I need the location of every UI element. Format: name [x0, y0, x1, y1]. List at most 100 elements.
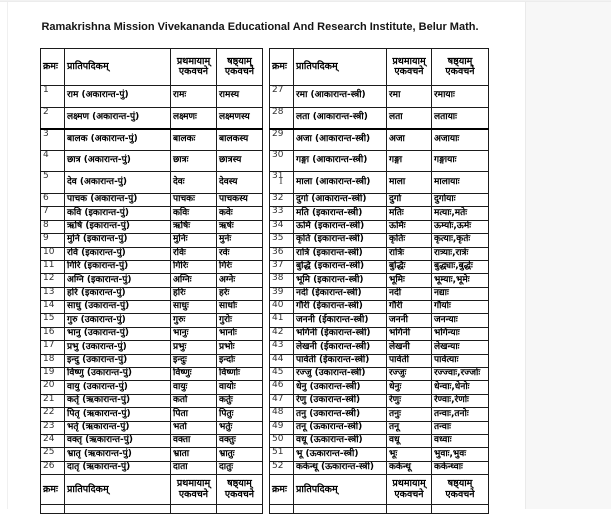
- cell-pratipadikam: रेणु (उकारान्त-स्त्री): [293, 393, 387, 409]
- table-row: 12 अग्नि (इकारान्त-पुं) अग्निः अग्नेः: [40, 273, 263, 288]
- cell-kram: 46: [269, 380, 294, 395]
- header-prathama: प्रथमायाम् एकवचने: [170, 48, 217, 86]
- cell-prathama: दाता: [170, 460, 217, 476]
- cell-pratipadikam: देव (अकारान्त-पुं): [64, 171, 171, 194]
- cell-prathama: ऋषिः: [170, 219, 217, 235]
- table-row: 25 भ्रातृ (ऋकारान्त-पुं) भ्राता भ्रातुः: [40, 447, 263, 462]
- cell-pratipadikam: वधू (ऊकारान्त-स्त्री): [293, 433, 387, 449]
- cell-shashthi: भगिन्याः: [431, 326, 489, 342]
- header-shashthi: षष्ठ्याम् एकवचने: [216, 48, 263, 86]
- cell-kram: 33: [269, 206, 294, 221]
- header-pratipadikam: प्रातिपदिकम्: [64, 474, 171, 506]
- cell-prathama: कर्ता: [170, 393, 217, 409]
- cell-prathama: गुरुः: [170, 313, 217, 328]
- cell-pratipadikam: पार्वती (ईकारान्त-स्त्री): [293, 353, 387, 369]
- cell-shashthi: गङ्गायाः: [431, 149, 489, 173]
- table-row: 18 इन्दु (उकारान्त-पुं) इन्दुः इन्दोः: [40, 353, 263, 369]
- cell-pratipadikam: साधु (उकारान्त-पुं): [64, 300, 171, 315]
- table-row: 13 हरि (इकारान्त-पुं) हरिः हरेः: [40, 286, 263, 302]
- table-row: 33 मति (इकारान्त-स्त्री) मतिः मत्याः,मतेः: [269, 206, 489, 221]
- cell-pratipadikam: तनु (उकारान्त-स्त्री): [293, 407, 387, 422]
- cell-shashthi: रात्र्याः,रात्रेः: [431, 246, 489, 261]
- cell-shashthi: छात्रस्य: [216, 149, 263, 173]
- cell-shashthi: वक्तुः: [216, 433, 263, 449]
- cell-kram: 39: [269, 286, 294, 302]
- cell-prathama: वक्ता: [170, 433, 217, 449]
- cell-pratipadikam: इन्दु (उकारान्त-पुं): [64, 353, 171, 369]
- cell-kram: 24: [40, 433, 65, 449]
- cell-kram: 37: [269, 259, 294, 275]
- header-kram: क्रमः: [269, 48, 294, 86]
- header-pratipadikam: प्रातिपदिकम्: [293, 474, 387, 506]
- cell-prathama: रामः: [170, 85, 217, 108]
- cell-shashthi: भूम्याः,भूमेः: [431, 273, 489, 288]
- cell-kram: 8: [40, 219, 65, 235]
- table-row: 44 पार्वती (ईकारान्त-स्त्री) पार्वती पार्वत…: [269, 353, 489, 369]
- cell-shashthi: भानोः: [216, 326, 263, 342]
- cell-kram: 6: [40, 192, 65, 208]
- cell-prathama: बालकः: [170, 128, 217, 151]
- table-row: 3 बालक (अकारान्त-पुं) बालकः बालकस्य: [40, 128, 263, 151]
- cell-shashthi: गिरेः: [216, 259, 263, 275]
- cell-pratipadikam: गिरि (इकारान्त-पुं): [64, 259, 171, 275]
- empty-cell: [386, 504, 432, 514]
- cell-shashthi: कर्कन्ध्वाः: [431, 460, 489, 476]
- cell-shashthi: तन्वाः: [431, 420, 489, 436]
- empty-cell: [431, 504, 489, 514]
- header-kram: क्रमः: [40, 474, 65, 506]
- header-pratipadikam: प्रातिपदिकम्: [293, 48, 387, 86]
- table-row: 31 माला (आकारान्त-स्त्री) माला मालायाः: [269, 171, 489, 194]
- cell-pratipadikam: छात्र (अकारान्त-पुं): [64, 149, 171, 173]
- table-footer: क्रमः प्रातिपदिकम् प्रथमायाम् एकवचने षष्…: [269, 474, 489, 514]
- cell-shashthi: तन्वाः,तनोः: [431, 407, 489, 422]
- cell-shashthi: भुवाः,भुवः: [431, 447, 489, 462]
- empty-cell: [293, 504, 387, 514]
- table-row: 14 साधु (उकारान्त-पुं) साधुः साधोः: [40, 300, 263, 315]
- cell-kram: 2: [40, 106, 65, 130]
- table-row: 46 धेनु (उकारान्त-स्त्री) धेनुः धेन्वाः,धेन…: [269, 380, 489, 395]
- cell-shashthi: मत्याः,मतेः: [431, 206, 489, 221]
- cell-shashthi: देवस्य: [216, 171, 263, 194]
- cell-pratipadikam: तनू (ऊकारान्त-स्त्री): [293, 420, 387, 436]
- cell-kram: 7: [40, 206, 65, 221]
- cell-prathama: कविः: [170, 206, 217, 221]
- cell-prathama: रविः: [170, 246, 217, 261]
- cell-prathama: पिता: [170, 407, 217, 422]
- cell-kram: 47: [269, 393, 294, 409]
- cell-shashthi: मालायाः: [431, 171, 489, 194]
- table-row: 2 लक्ष्मण (अकारान्त-पुं) लक्ष्मणः लक्ष्मणस्…: [40, 106, 263, 130]
- cell-prathama: भ्राता: [170, 447, 217, 462]
- cell-kram: 52: [269, 460, 294, 476]
- table-row: 4 छात्र (अकारान्त-पुं) छात्रः छात्रस्य: [40, 149, 263, 173]
- table-row: 38 भूमि (इकारान्त-स्त्री) भूमिः भूम्याः,भूम…: [269, 273, 489, 288]
- cell-pratipadikam: दुर्गा (आकारान्त-स्त्री): [293, 192, 387, 208]
- empty-cell: [216, 504, 263, 514]
- cell-pratipadikam: गङ्गा (आकारान्त-स्त्री): [293, 149, 387, 173]
- table-header: क्रमः प्रातिपदिकम् प्रथमायाम् एकवचने षष्…: [40, 48, 263, 86]
- cell-kram: 9: [40, 233, 65, 248]
- header-row: क्रमः प्रातिपदिकम् प्रथमायाम् एकवचने षष्…: [269, 48, 489, 86]
- cell-prathama: विष्णुः: [170, 367, 217, 382]
- header-kram: क्रमः: [269, 474, 294, 506]
- cell-kram: 44: [269, 353, 294, 369]
- table-row: 5 देव (अकारान्त-पुं) देवः देवस्य: [40, 171, 263, 194]
- cell-shashthi: कृत्याः,कृतेः: [431, 233, 489, 248]
- cell-shashthi: दातुः: [216, 460, 263, 476]
- cell-prathama: माला: [386, 171, 432, 194]
- cell-kram: 11: [40, 259, 65, 275]
- table-row: 1 राम (अकारान्त-पुं) रामः रामस्य: [40, 85, 263, 108]
- cell-kram: 50: [269, 433, 294, 449]
- cell-kram: 18: [40, 353, 65, 369]
- table-row: 17 प्रभु (उकारान्त-पुं) प्रभुः प्रभोः: [40, 340, 263, 355]
- cell-prathama: जननी: [386, 313, 432, 328]
- cell-pratipadikam: राम (अकारान्त-पुं): [64, 85, 171, 108]
- table-row: 34 ऊर्मि (इकारान्त-स्त्री) ऊर्मिः ऊर्म्याः,…: [269, 219, 489, 235]
- table-row: 11 गिरि (इकारान्त-पुं) गिरिः गिरेः: [40, 259, 263, 275]
- cell-prathama: रज्जुः: [386, 367, 432, 382]
- cell-shashthi: रवेः: [216, 246, 263, 261]
- cell-prathama: भर्ता: [170, 420, 217, 436]
- cell-pratipadikam: गुरु (उकारान्त-पुं): [64, 313, 171, 328]
- cell-pratipadikam: कर्कन्धू (ऊकारान्त-स्त्री): [293, 460, 387, 476]
- cell-kram: 36: [269, 246, 294, 261]
- cell-kram: 14: [40, 300, 65, 315]
